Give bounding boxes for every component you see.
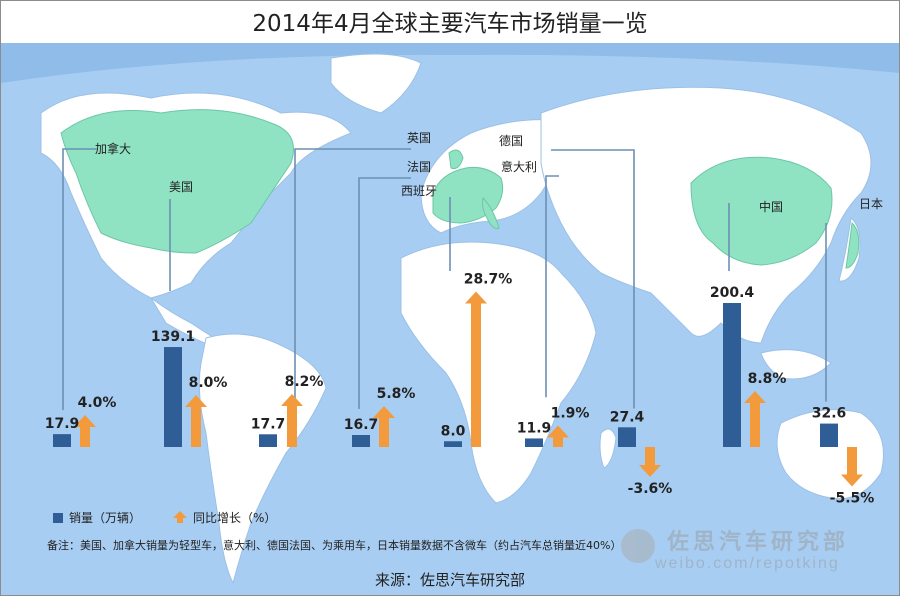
legend-sales-label: 销量（万辆） [69, 511, 142, 525]
legend-growth-arrow-icon [173, 511, 187, 523]
sales-label-美国: 139.1 [151, 329, 195, 345]
land-se-asia [760, 349, 832, 380]
chart-plot: 加拿大 17.9 4.0% 美国 139.1 8.0% 英国 17.7 8.2% 法国 16.7 5.… [45, 131, 883, 507]
growth-arrow-美国 [185, 395, 207, 447]
growth-label-美国: 8.0% [189, 375, 228, 391]
highlight-china [690, 156, 833, 266]
growth-label-中国: 8.8% [748, 371, 787, 387]
polar-sea [1, 43, 899, 83]
sales-label-德国: 11.9 [517, 420, 552, 436]
footnote: 备注：美国、加拿大销量为轻型车，意大利、德国法国、为乘用车，日本销量数据不含微车… [47, 539, 622, 552]
growth-label-加拿大: 4.0% [78, 395, 117, 411]
watermark: 佐思汽车研究部 weibo.com/repotking [619, 521, 889, 581]
sales-label-日本: 32.6 [812, 406, 847, 422]
connector-意大利 [545, 175, 559, 398]
sales-label-加拿大: 17.9 [45, 416, 80, 432]
growth-arrow-德国 [547, 425, 569, 447]
growth-label-英国: 8.2% [285, 374, 324, 390]
growth-label-西班牙: 28.7% [464, 272, 513, 288]
growth-arrow-西班牙 [465, 291, 487, 447]
growth-label-意大利: -3.6% [628, 481, 673, 497]
land-africa [400, 241, 597, 504]
connector-法国 [358, 177, 411, 409]
growth-arrow-英国 [281, 394, 303, 447]
growth-arrow-日本 [841, 447, 863, 487]
sales-bar-美国 [164, 347, 182, 447]
connector-英国 [294, 148, 411, 409]
connector-德国 [551, 149, 635, 409]
world-map-background [1, 43, 899, 595]
growth-arrow-中国 [744, 391, 766, 447]
land-madagascar [599, 428, 617, 469]
legend-sales: 销量（万辆） [53, 509, 141, 526]
country-label-西班牙: 西班牙 [401, 184, 437, 198]
growth-arrow-加拿大 [74, 415, 96, 447]
highlight-japan [845, 221, 860, 269]
sales-label-西班牙: 8.0 [441, 423, 466, 439]
country-label-法国: 法国 [407, 160, 431, 174]
country-label-日本: 日本 [859, 197, 883, 211]
sales-label-意大利: 27.4 [610, 409, 645, 425]
land-central-america [150, 297, 217, 346]
growth-arrow-法国 [373, 406, 395, 447]
connectors [62, 148, 827, 411]
sales-label-中国: 200.4 [710, 285, 755, 301]
bars-layer [53, 291, 863, 487]
country-label-意大利: 意大利 [501, 159, 537, 174]
growth-label-法国: 5.8% [377, 386, 416, 402]
legend-sales-swatch [53, 512, 63, 523]
legend-growth-label: 同比增长（%） [193, 511, 277, 525]
sales-label-法国: 16.7 [344, 417, 379, 433]
watermark-logo-icon [621, 529, 655, 563]
land-greenland [330, 53, 422, 114]
growth-label-德国: 1.9% [551, 406, 590, 422]
connector-加拿大 [62, 148, 97, 411]
country-label-德国: 德国 [499, 133, 523, 148]
sales-bar-德国 [525, 438, 543, 447]
watermark-url: weibo.com/repotking [655, 555, 840, 572]
legend-growth: 同比增长（%） [173, 509, 276, 526]
highlight-italy [482, 196, 500, 229]
highlight-canada-usa [60, 109, 294, 254]
sales-bar-法国 [352, 435, 370, 447]
sales-bar-英国 [259, 434, 277, 447]
sales-bar-日本 [820, 423, 838, 447]
sales-label-英国: 17.7 [251, 416, 286, 432]
labels-layer: 加拿大 17.9 4.0% 美国 139.1 8.0% 英国 17.7 8.2% 法国 16.7 5.… [45, 131, 883, 507]
country-label-中国: 中国 [759, 199, 783, 214]
growth-label-日本: -5.5% [830, 491, 875, 507]
highlight-uk [448, 149, 464, 169]
country-label-美国: 美国 [169, 180, 193, 194]
chart-title: 2014年4月全球主要汽车市场销量一览 [252, 11, 648, 37]
sales-bar-西班牙 [444, 441, 462, 447]
watermark-name: 佐思汽车研究部 [667, 529, 850, 554]
country-label-加拿大: 加拿大 [95, 141, 131, 156]
sales-bar-中国 [723, 303, 741, 447]
sales-bar-意大利 [618, 427, 636, 447]
sales-bar-加拿大 [53, 434, 71, 447]
country-label-英国: 英国 [407, 131, 431, 145]
growth-arrow-意大利 [639, 447, 661, 477]
source-line: 来源：佐思汽车研究部 [374, 571, 525, 589]
